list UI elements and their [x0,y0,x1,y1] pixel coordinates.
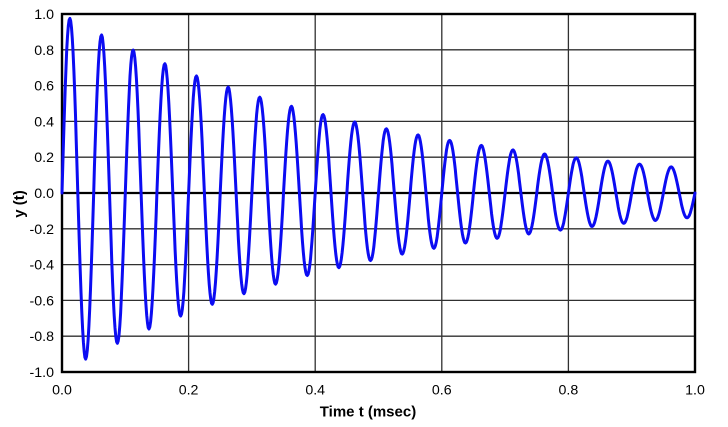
svg-text:0.2: 0.2 [34,150,54,166]
svg-text:-0.2: -0.2 [30,222,55,238]
svg-text:-0.4: -0.4 [30,258,55,274]
svg-text:0.0: 0.0 [34,186,54,202]
svg-text:0.0: 0.0 [52,383,72,399]
svg-text:y (t): y (t) [11,190,28,218]
svg-text:-1.0: -1.0 [30,365,55,381]
svg-text:0.6: 0.6 [34,79,54,95]
svg-text:1.0: 1.0 [685,383,705,399]
svg-text:Time t (msec): Time t (msec) [320,404,416,421]
svg-text:0.8: 0.8 [34,43,54,59]
svg-text:-0.8: -0.8 [30,329,55,345]
svg-text:0.4: 0.4 [305,383,325,399]
svg-text:0.6: 0.6 [432,383,452,399]
svg-text:0.4: 0.4 [34,114,54,130]
svg-text:-0.6: -0.6 [30,293,55,309]
svg-text:0.2: 0.2 [179,383,199,399]
svg-text:1.0: 1.0 [34,7,54,23]
svg-text:0.8: 0.8 [559,383,579,399]
